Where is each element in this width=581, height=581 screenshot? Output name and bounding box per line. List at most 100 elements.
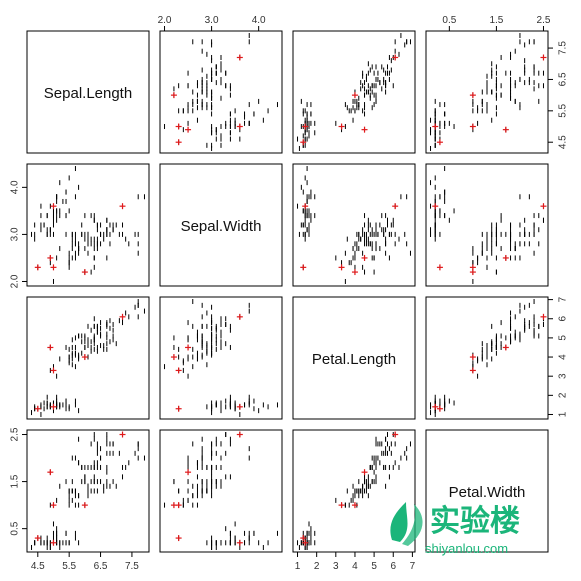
highlight-point: [81, 502, 88, 509]
y-tick-label: 0.5: [10, 521, 21, 535]
highlight-point: [236, 54, 243, 61]
highlight-point: [392, 203, 399, 210]
y-tick-label: 7: [558, 296, 569, 302]
highlight-point: [502, 344, 509, 351]
panel-frame: [292, 30, 416, 154]
panel-frame: [425, 30, 549, 154]
panel-frame: [159, 296, 283, 420]
highlight-point: [185, 126, 192, 133]
highlight-point: [540, 203, 547, 210]
panel-frame: [292, 296, 416, 420]
highlight-point: [81, 354, 88, 361]
highlight-point: [351, 502, 358, 509]
highlight-point: [338, 502, 345, 509]
x-tick-label: 6.5: [94, 561, 108, 572]
highlight-point: [469, 354, 476, 361]
x-tick-label: 4.0: [252, 15, 266, 26]
x-tick-label: 7.5: [125, 561, 139, 572]
y-tick-label: 1: [558, 411, 569, 417]
x-tick-label: 7: [410, 561, 416, 572]
highlight-point: [469, 92, 476, 99]
highlight-point: [50, 203, 57, 210]
highlight-point: [170, 502, 177, 509]
highlight-point: [50, 502, 57, 509]
highlight-point: [50, 539, 57, 546]
y-tick-label: 5.5: [558, 103, 569, 117]
panel-frame: [26, 163, 150, 287]
highlight-point: [236, 123, 243, 130]
highlight-point: [185, 344, 192, 351]
panel-petal-width-vs-petal-width: Petal.Width: [425, 429, 549, 553]
watermark: 实验楼 shiyanlou.com: [390, 502, 520, 556]
panel-frame: [159, 429, 283, 553]
x-tick-label: 2.5: [537, 15, 551, 26]
highlight-point: [119, 431, 126, 438]
highlight-point: [119, 203, 126, 210]
highlight-point: [502, 126, 509, 133]
panel-frame: [292, 163, 416, 287]
panel-sepal-length-vs-sepal-length: Sepal.Length: [26, 30, 150, 154]
highlight-point: [351, 92, 358, 99]
highlight-point: [300, 264, 307, 271]
highlight-point: [50, 367, 57, 374]
y-tick-label: 3.0: [10, 227, 21, 241]
highlight-point: [300, 535, 307, 542]
y-tick-label: 3: [558, 373, 569, 379]
highlight-point: [175, 123, 182, 130]
axis-group: 4.5 4.5 5.5 5.5 6.5 6.5 7.5 7.5 2.0 2.0 3.0 3.0 4.0 4…: [10, 15, 569, 572]
panel-frame: [425, 296, 549, 420]
highlight-point: [302, 123, 309, 130]
y-tick-label: 4.0: [10, 180, 21, 194]
highlight-point: [469, 123, 476, 130]
panel-frame: [26, 296, 150, 420]
highlight-point: [175, 535, 182, 542]
x-tick-label: 2.0: [158, 15, 172, 26]
x-tick-label: 1.5: [489, 15, 503, 26]
highlight-point: [432, 203, 439, 210]
highlight-point: [469, 367, 476, 374]
y-tick-label: 6: [558, 316, 569, 322]
x-tick-label: 0.5: [442, 15, 456, 26]
watermark-title: 实验楼: [430, 504, 520, 538]
highlight-point: [50, 264, 57, 271]
panel-petal-length-vs-sepal-length: [292, 30, 416, 154]
panel-sepal-width-vs-petal-length: [159, 296, 283, 420]
x-tick-label: 5: [371, 561, 377, 572]
panel-sepal-length-vs-sepal-width: [26, 163, 150, 287]
highlight-point: [300, 139, 307, 146]
highlight-point: [236, 431, 243, 438]
highlight-point: [361, 469, 368, 476]
y-tick-label: 4.5: [558, 135, 569, 149]
highlight-point: [540, 313, 547, 320]
x-tick-label: 1: [295, 561, 301, 572]
highlight-point: [338, 264, 345, 271]
x-tick-label: 4.5: [31, 561, 45, 572]
highlight-point: [236, 539, 243, 546]
highlight-point: [436, 139, 443, 146]
x-tick-label: 3: [333, 561, 339, 572]
y-tick-label: 6.5: [558, 72, 569, 86]
x-tick-label: 3.0: [205, 15, 219, 26]
y-tick-label: 5: [558, 335, 569, 341]
panel-sepal-width-vs-sepal-width: Sepal.Width: [159, 163, 283, 287]
panel-sepal-width-vs-petal-width: [159, 429, 283, 553]
panel-petal-width-vs-petal-length: [425, 296, 549, 420]
panel-petal-length-vs-petal-length: Petal.Length: [292, 296, 416, 420]
panel-frame: [26, 30, 150, 154]
panel-sepal-length-vs-petal-width: [26, 429, 150, 553]
y-tick-label: 7.5: [558, 41, 569, 55]
y-tick-label: 1.5: [10, 474, 21, 488]
panel-frame: [425, 163, 549, 287]
highlight-point: [392, 431, 399, 438]
highlight-point: [502, 254, 509, 261]
highlight-point: [34, 405, 41, 412]
highlight-point: [170, 354, 177, 361]
panel-frame: [292, 429, 416, 553]
highlight-point: [351, 269, 358, 276]
highlight-point: [50, 403, 57, 410]
highlight-point: [175, 405, 182, 412]
variable-label: Sepal.Length: [44, 85, 132, 102]
highlight-point: [392, 54, 399, 61]
panel-petal-width-vs-sepal-length: [425, 30, 549, 154]
